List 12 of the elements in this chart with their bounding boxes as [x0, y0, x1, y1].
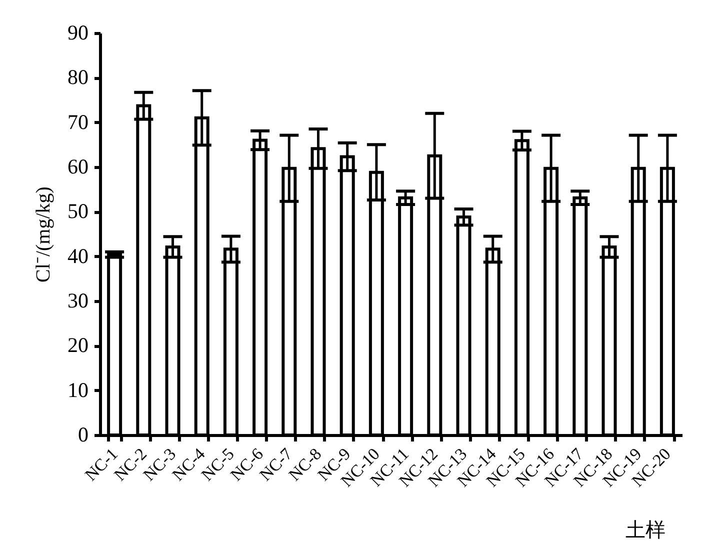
y-tick-label: 10 — [68, 378, 88, 402]
y-tick-label: 60 — [68, 154, 88, 178]
y-tick-label: 20 — [68, 333, 88, 358]
y-tick-label: 80 — [68, 65, 88, 90]
y-axis-title: Cl⁻/(mg/kg) — [32, 186, 54, 282]
x-axis-title: 土样 — [626, 520, 666, 542]
y-tick-label: 30 — [68, 288, 88, 312]
y-tick-label: 40 — [68, 244, 88, 268]
y-tick-label: 50 — [68, 199, 88, 224]
y-tick-label: 90 — [68, 20, 88, 44]
y-tick-label: 70 — [68, 110, 88, 134]
y-tick-label: 0 — [78, 422, 88, 446]
